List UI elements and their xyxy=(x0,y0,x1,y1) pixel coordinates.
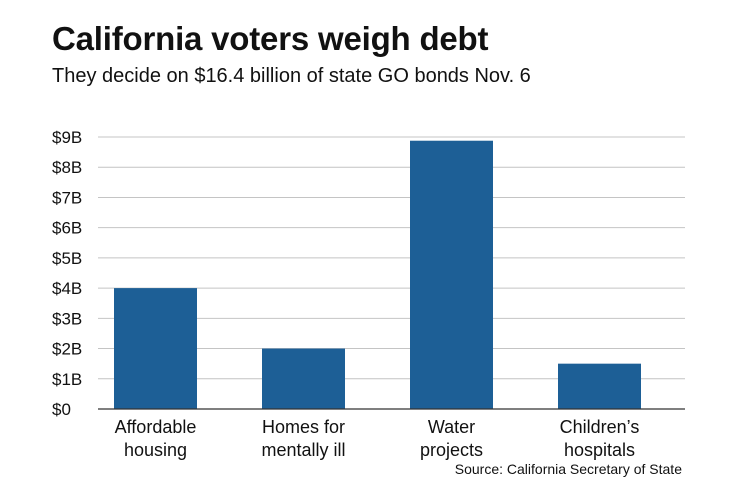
bar xyxy=(410,140,493,409)
y-tick-label: $8B xyxy=(52,158,82,177)
y-tick-label: $5B xyxy=(52,249,82,268)
bars xyxy=(114,140,641,409)
x-tick-label: hospitals xyxy=(564,440,635,460)
source-note: Source: California Secretary of State xyxy=(454,461,682,477)
y-tick-label: $9B xyxy=(52,128,82,147)
y-tick-label: $2B xyxy=(52,340,82,359)
x-tick-label: projects xyxy=(420,440,483,460)
chart-subtitle: They decide on $16.4 billion of state GO… xyxy=(52,65,531,87)
chart-title: California voters weigh debt xyxy=(52,20,489,57)
y-tick-label: $7B xyxy=(52,188,82,207)
x-tick-label: mentally ill xyxy=(261,440,345,460)
x-tick-label: Water xyxy=(428,417,475,437)
y-tick-label: $4B xyxy=(52,279,82,298)
y-tick-label: $1B xyxy=(52,370,82,389)
bar xyxy=(558,363,641,409)
y-tick-label: $0 xyxy=(52,400,71,419)
y-tick-label: $6B xyxy=(52,219,82,238)
x-tick-label: Children’s xyxy=(560,417,640,437)
x-tick-label: housing xyxy=(124,440,187,460)
x-tick-label: Affordable xyxy=(115,417,197,437)
bar xyxy=(262,348,345,409)
y-tick-label: $3B xyxy=(52,309,82,328)
x-tick-labels: Affordable housing Homes for mentally ill Wa… xyxy=(115,417,640,460)
x-tick-label: Homes for xyxy=(262,417,345,437)
y-tick-labels: $0 $1B $2B $3B $4B $5B $6B $7B $8B $9B xyxy=(52,128,82,419)
bar xyxy=(114,288,197,409)
